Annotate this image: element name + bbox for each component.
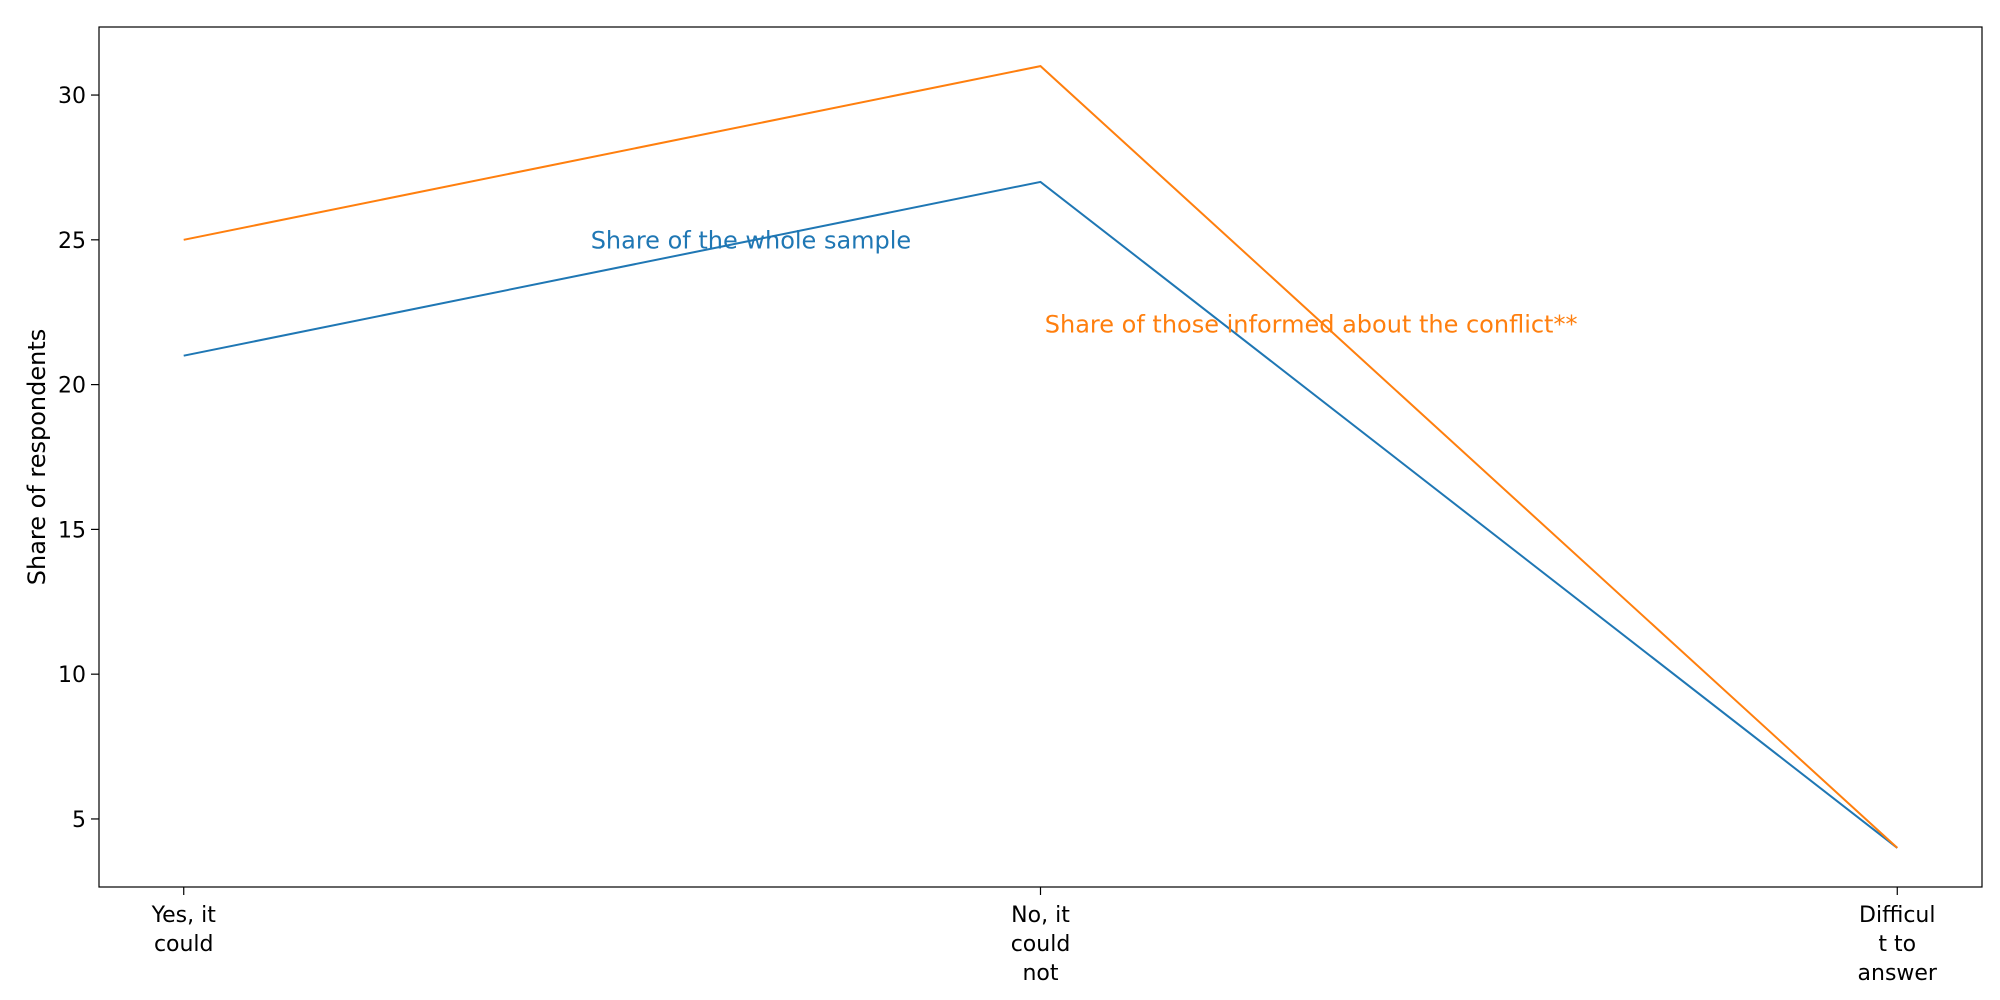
y-tick-label: 10 [58,663,86,688]
series-label-whole-sample: Share of the whole sample [591,227,912,255]
series-layer [183,65,1898,849]
y-axis-label: Share of respondents [23,329,51,586]
y-axis: 5 10 15 20 25 30 [58,84,99,833]
x-axis: Yes, it could No, it could not Difficul t to an… [151,887,1938,986]
y-tick-label: 25 [58,229,86,254]
y-tick-label: 15 [58,518,86,543]
series-line-1 [183,65,1898,849]
x-tick-label: Difficul t to answer [1858,903,1938,986]
x-tick-label: Yes, it could [151,903,217,957]
series-label-informed: Share of those informed about the confli… [1045,310,1578,338]
y-tick-label: 20 [58,374,86,399]
y-tick-label: 5 [72,808,86,833]
series-line-0 [183,180,1898,849]
x-tick-label: No, it could not [1011,903,1071,986]
y-tick-label: 30 [58,84,86,109]
